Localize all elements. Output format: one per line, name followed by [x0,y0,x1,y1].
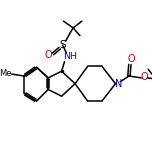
Text: O: O [140,72,148,82]
Text: O: O [44,50,52,60]
Text: Me: Me [0,69,12,78]
Text: NH: NH [63,52,77,61]
Text: O: O [128,54,136,64]
Text: N: N [115,79,122,89]
Text: S: S [59,40,66,50]
